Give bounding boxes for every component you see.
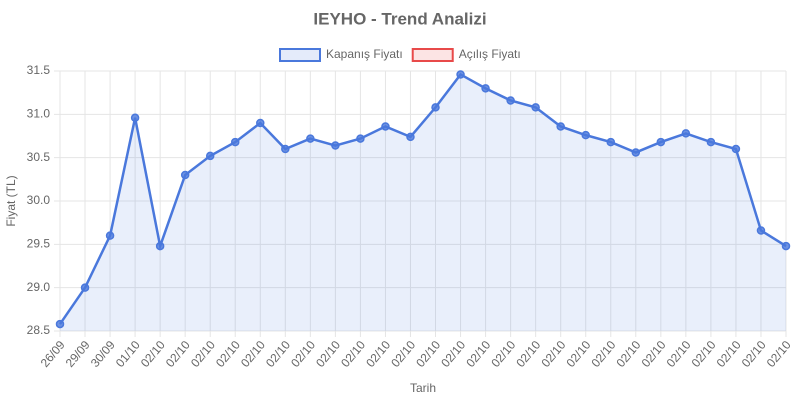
point [431, 103, 440, 112]
point [230, 137, 240, 147]
x-tick-label: 02/10 [263, 338, 293, 370]
chart-title: IEYHO - Trend Analizi [313, 9, 486, 28]
point [631, 148, 641, 157]
point [731, 144, 741, 154]
point [506, 96, 515, 105]
x-tick-label: 02/10 [538, 338, 568, 370]
point [481, 84, 490, 93]
legend-swatch [411, 48, 454, 62]
point [456, 70, 465, 79]
point [331, 141, 340, 150]
point [130, 113, 140, 123]
x-tick-label: 02/10 [238, 338, 268, 370]
x-tick-label: 02/10 [739, 338, 769, 370]
x-tick-label: 02/10 [163, 338, 193, 370]
x-tick-label: 02/10 [613, 338, 643, 370]
legend-label: Kapanış Fiyatı [326, 47, 403, 61]
area [60, 74, 786, 331]
y-tick-label: 29.5 [27, 237, 51, 251]
x-tick-label: 02/10 [438, 338, 468, 370]
point [706, 137, 716, 147]
x-tick-label: 02/10 [689, 338, 719, 370]
point [531, 103, 540, 112]
point [606, 137, 616, 147]
x-tick-label: 02/10 [288, 338, 318, 370]
point [155, 241, 165, 251]
point [306, 134, 315, 143]
point [756, 226, 766, 235]
x-tick-label: 02/10 [188, 338, 218, 370]
y-axis-title: Fiyat (TL) [4, 175, 18, 226]
x-tick-label: 01/10 [113, 338, 143, 370]
point [180, 170, 190, 180]
x-tick-label: 02/10 [639, 338, 669, 370]
point [656, 137, 666, 147]
point [781, 241, 791, 251]
x-tick-label: 30/09 [88, 338, 118, 370]
point [281, 144, 290, 154]
point [581, 130, 590, 140]
x-tick-label: 26/09 [38, 338, 68, 370]
x-tick-label: 02/10 [513, 338, 543, 370]
line [58, 72, 787, 325]
x-tick-label: 02/10 [388, 338, 418, 370]
point [105, 231, 115, 240]
x-tick-label: 02/10 [338, 338, 368, 370]
point [256, 118, 265, 128]
point [681, 129, 691, 138]
x-tick-label: 02/10 [213, 338, 243, 370]
point [381, 122, 390, 131]
point [556, 122, 565, 131]
y-tick-label: 30.0 [27, 193, 51, 207]
y-tick-label: 31.5 [27, 63, 51, 77]
point [205, 151, 215, 161]
x-tick-label: 02/10 [363, 338, 393, 370]
y-tick-label: 28.5 [27, 323, 51, 337]
x-tick-label: 29/09 [63, 338, 93, 370]
x-tick-label: 02/10 [714, 338, 744, 370]
legend-label: Açılış Fiyatı [459, 47, 521, 61]
x-tick-label: 02/10 [138, 338, 168, 370]
point [406, 132, 415, 142]
x-axis-title: Tarih [410, 381, 436, 395]
x-tick-label: 02/10 [313, 338, 343, 370]
x-tick-label: 02/10 [563, 338, 593, 370]
x-tick-label: 02/10 [463, 338, 493, 370]
x-tick-label: 02/10 [413, 338, 443, 370]
y-tick-label: 29.0 [27, 280, 51, 294]
point [356, 134, 365, 143]
x-tick-label: 02/10 [588, 338, 618, 370]
y-tick-label: 30.5 [27, 150, 51, 164]
y-tick-label: 31.0 [27, 107, 51, 121]
x-tick-label: 02/10 [764, 338, 794, 370]
x-tick-label: 02/10 [488, 338, 518, 370]
legend-swatch [279, 48, 321, 62]
point [80, 283, 90, 292]
point [55, 319, 65, 329]
x-tick-label: 02/10 [664, 338, 694, 370]
